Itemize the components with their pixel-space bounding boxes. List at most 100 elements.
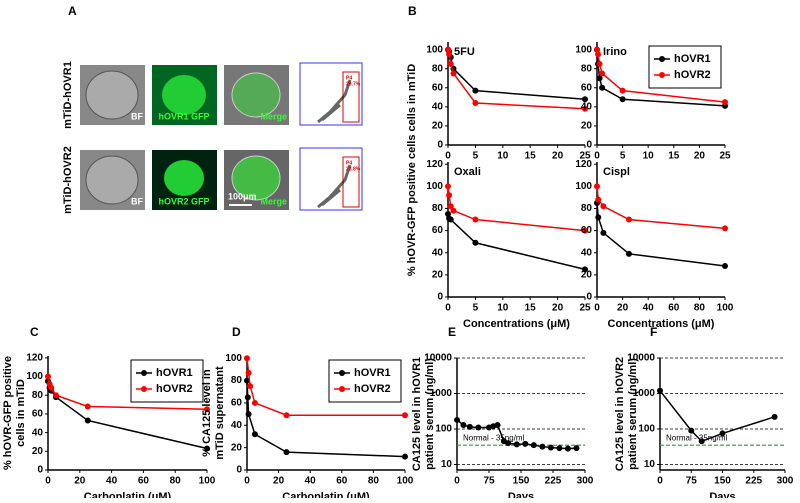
tile-label: hOVR1 GFP <box>158 111 209 121</box>
data-point <box>450 70 457 77</box>
data-point <box>573 445 580 452</box>
data-point <box>475 424 482 431</box>
y-axis-label: % CA125 level in <box>201 369 213 457</box>
y-tick-label: 10 <box>441 459 453 470</box>
data-point <box>245 369 252 376</box>
data-point <box>626 216 632 223</box>
y-axis-label: patient serum (ng/ml) <box>424 358 436 470</box>
data-point <box>447 216 454 223</box>
tile-label: hOVR2 GFP <box>158 196 209 206</box>
data-point <box>539 443 546 450</box>
x-tick-label: 40 <box>106 476 118 487</box>
data-point <box>48 384 55 391</box>
chart-title: 5FU <box>454 46 475 58</box>
y-tick-label: 60 <box>231 398 243 409</box>
data-point <box>84 417 91 424</box>
x-tick-label: 20 <box>617 303 629 314</box>
data-point <box>626 250 632 257</box>
data-point <box>595 196 602 203</box>
data-point <box>619 96 626 103</box>
merge-spheroid <box>231 155 281 201</box>
y-tick-label: 20 <box>432 270 444 281</box>
y-tick-label: 40 <box>231 420 243 431</box>
chart-title: Irino <box>603 46 627 58</box>
data-point <box>719 430 726 437</box>
data-point <box>472 100 479 107</box>
y-tick-label: 120 <box>426 159 443 170</box>
y-tick-label: 100 <box>638 424 655 435</box>
data-point <box>472 239 479 246</box>
panel-label: A <box>68 4 77 18</box>
chart: 0 20 40 60 80 100 0 5 10 15 20 25 Irino hOVR1 hOVR2 <box>575 42 731 162</box>
gfp-spheroid <box>164 160 204 196</box>
series-line <box>447 186 586 232</box>
x-tick-label: 0 <box>244 476 250 487</box>
y-tick-label: 0 <box>586 292 592 303</box>
data-point <box>460 421 467 428</box>
gate-name: P4 <box>346 160 352 166</box>
y-tick-label: 40 <box>32 427 44 438</box>
flow-plot <box>299 62 363 126</box>
chart: 0 20 40 60 80 100 0 5 10 15 20 25 5FU % hOVR-GFP posi… <box>406 42 591 276</box>
data-point <box>595 51 602 58</box>
chart: 0 20 40 60 80 100 120 0 5 10 15 20 25 Oxali Concentrat… <box>426 159 591 330</box>
x-tick-label: 80 <box>368 476 380 487</box>
data-point <box>619 87 626 94</box>
data-point <box>52 392 59 399</box>
x-tick-label: 100 <box>199 476 216 487</box>
y-tick-label: 10000 <box>627 353 655 364</box>
data-point <box>204 445 210 452</box>
panel-label: D <box>232 325 241 339</box>
x-tick-label: 0 <box>445 151 451 162</box>
data-point <box>596 75 603 82</box>
data-point <box>245 411 252 418</box>
data-point <box>582 105 588 112</box>
legend-label: hOVR1 <box>674 53 711 65</box>
row-label: mTiD-hOVR2 <box>62 146 74 214</box>
data-point <box>599 70 606 77</box>
legend-label: hOVR2 <box>156 383 193 395</box>
y-tick-label: 40 <box>432 247 444 258</box>
data-point <box>445 46 451 53</box>
data-point <box>450 207 457 214</box>
data-point <box>556 445 563 452</box>
y-tick-label: 40 <box>581 101 593 112</box>
y-axis-label: CA125 level in hOVR2 <box>614 357 626 471</box>
x-tick-label: 100 <box>717 303 734 314</box>
y-tick-label: 100 <box>575 44 592 55</box>
x-tick-label: 225 <box>745 476 762 487</box>
legend-marker <box>659 56 665 62</box>
data-point <box>698 438 705 445</box>
legend <box>648 45 722 89</box>
chart: 0 20 40 60 80 100 120 0 20 40 60 80 100 Carboplatin (… <box>2 353 216 503</box>
data-point <box>582 266 588 273</box>
series-line <box>447 213 586 271</box>
x-tick-label: 5 <box>473 303 479 314</box>
data-point <box>472 216 479 223</box>
data-point <box>244 377 250 384</box>
y-axis-label: cells in mTiD <box>15 379 27 447</box>
x-tick-label: 300 <box>577 476 594 487</box>
y-tick-label: 40 <box>432 101 444 112</box>
y-tick-label: 100 <box>575 181 592 192</box>
x-tick-label: 0 <box>657 476 663 487</box>
legend-marker <box>141 370 147 376</box>
x-tick-label: 15 <box>668 151 680 162</box>
y-tick-label: 100 <box>435 424 452 435</box>
data-point <box>447 203 454 210</box>
x-tick-label: 40 <box>643 303 655 314</box>
x-tick-label: 15 <box>525 303 537 314</box>
chart: 10 100 1000 10000 0 75 150 225 300 Normal - 35ng/… <box>614 353 794 503</box>
data-point <box>596 60 603 67</box>
x-tick-label: 10 <box>643 151 655 162</box>
data-point <box>447 60 454 67</box>
panel-label: F <box>650 325 657 339</box>
y-tick-label: 20 <box>231 442 243 453</box>
data-point <box>547 444 554 451</box>
legend-label: hOVR1 <box>354 367 391 379</box>
data-point <box>402 453 408 460</box>
row-label: mTiD-hOVR1 <box>62 61 74 129</box>
tile-label: Merge <box>260 111 287 121</box>
data-point <box>445 183 451 190</box>
legend-marker <box>141 386 147 392</box>
